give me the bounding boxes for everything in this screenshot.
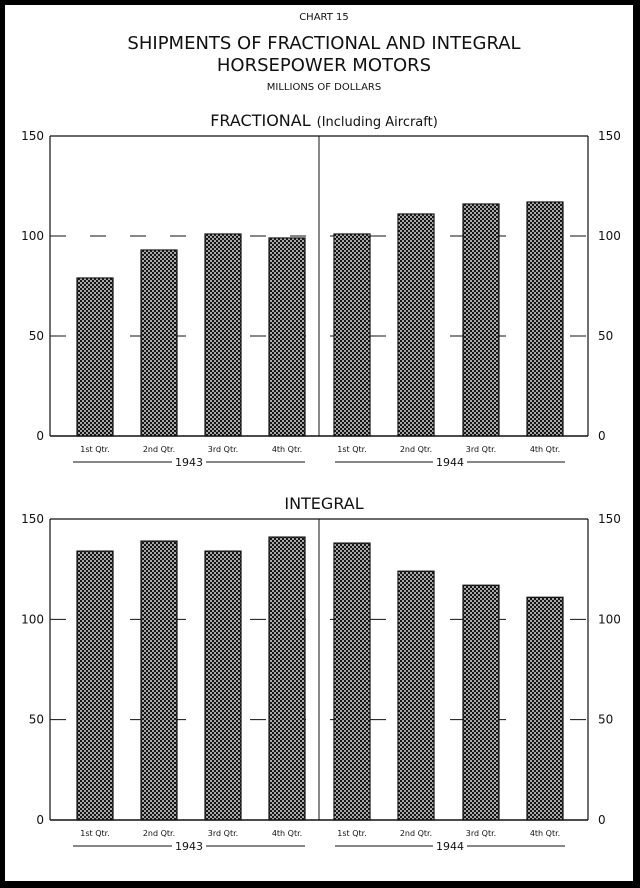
x-category-label: 4th Qtr. xyxy=(530,445,560,454)
x-category-label: 3rd Qtr. xyxy=(208,829,238,838)
x-category-label: 1st Qtr. xyxy=(337,445,366,454)
y-tick-right: 50 xyxy=(598,713,613,727)
x-category-label: 3rd Qtr. xyxy=(466,829,496,838)
integral-panel: INTEGRAL 0 0 50 50 100 100 150 150 1st Qtr. 2nd Qt… xyxy=(21,494,621,853)
x-category-label: 1st Qtr. xyxy=(80,445,109,454)
y-tick-right: 0 xyxy=(598,813,606,827)
y-tick-left: 0 xyxy=(36,429,44,443)
y-tick-left: 50 xyxy=(29,329,44,343)
x-category-label: 4th Qtr. xyxy=(530,829,560,838)
year-group-label: 1944 xyxy=(436,456,464,469)
chart-label: CHART 15 xyxy=(299,12,349,23)
y-tick-left: 0 xyxy=(36,813,44,827)
panel-subtitle: (Including Aircraft) xyxy=(317,115,438,130)
bar-1944-q4 xyxy=(526,596,564,821)
x-category-label: 3rd Qtr. xyxy=(466,445,496,454)
year-group-label: 1944 xyxy=(436,840,464,853)
y-tick-right: 50 xyxy=(598,329,613,343)
bar-1944-q1 xyxy=(333,542,371,821)
y-tick-left: 50 xyxy=(29,713,44,727)
x-category-label: 2nd Qtr. xyxy=(143,445,175,454)
year-label-bg xyxy=(172,454,206,468)
bar-1943-q2 xyxy=(140,540,178,821)
y-tick-left: 150 xyxy=(21,512,44,526)
panel-title-text: INTEGRAL xyxy=(284,494,363,513)
bar-1943-q1 xyxy=(76,550,114,821)
y-tick-left: 100 xyxy=(21,612,44,626)
y-tick-right: 0 xyxy=(598,429,606,443)
year-label-bg xyxy=(433,838,467,852)
panel-title: FRACTIONAL (Including Aircraft) xyxy=(210,111,438,130)
fractional-panel: FRACTIONAL (Including Aircraft) 0 0 50 50 100 1… xyxy=(21,111,621,469)
main-title-line2: HORSEPOWER MOTORS xyxy=(217,55,431,76)
year-group-label: 1943 xyxy=(175,456,203,469)
bar-1943-q3 xyxy=(204,550,242,821)
y-tick-right: 100 xyxy=(598,229,621,243)
x-category-label: 2nd Qtr. xyxy=(400,445,432,454)
chart-page: CHART 15 SHIPMENTS OF FRACTIONAL AND INT… xyxy=(5,5,633,881)
y-tick-right: 150 xyxy=(598,129,621,143)
bar-1944-q2 xyxy=(397,570,435,821)
panel-title: INTEGRAL xyxy=(284,494,363,513)
chart-figure: CHART 15 SHIPMENTS OF FRACTIONAL AND INT… xyxy=(21,12,621,853)
bar-1944-q3 xyxy=(462,203,500,437)
y-tick-left: 100 xyxy=(21,229,44,243)
bar-1944-q2 xyxy=(397,213,435,437)
units-label: MILLIONS OF DOLLARS xyxy=(267,82,381,93)
bar-1943-q4 xyxy=(268,237,306,437)
x-category-label: 1st Qtr. xyxy=(337,829,366,838)
year-group-label: 1943 xyxy=(175,840,203,853)
x-category-label: 4th Qtr. xyxy=(272,445,302,454)
x-category-label: 3rd Qtr. xyxy=(208,445,238,454)
x-category-label: 4th Qtr. xyxy=(272,829,302,838)
y-tick-right: 100 xyxy=(598,612,621,626)
bar-1944-q1 xyxy=(333,233,371,437)
y-tick-left: 150 xyxy=(21,129,44,143)
bar-1943-q2 xyxy=(140,249,178,437)
bar-1944-q4 xyxy=(526,201,564,437)
x-category-label: 2nd Qtr. xyxy=(143,829,175,838)
bar-1943-q1 xyxy=(76,277,114,437)
panel-title-text: FRACTIONAL xyxy=(210,111,311,130)
y-tick-right: 150 xyxy=(598,512,621,526)
year-label-bg xyxy=(172,838,206,852)
x-category-label: 1st Qtr. xyxy=(80,829,109,838)
bar-1943-q3 xyxy=(204,233,242,437)
x-category-label: 2nd Qtr. xyxy=(400,829,432,838)
bar-1943-q4 xyxy=(268,536,306,821)
bar-1944-q3 xyxy=(462,584,500,821)
main-title-line1: SHIPMENTS OF FRACTIONAL AND INTEGRAL xyxy=(127,33,520,54)
year-label-bg xyxy=(433,454,467,468)
